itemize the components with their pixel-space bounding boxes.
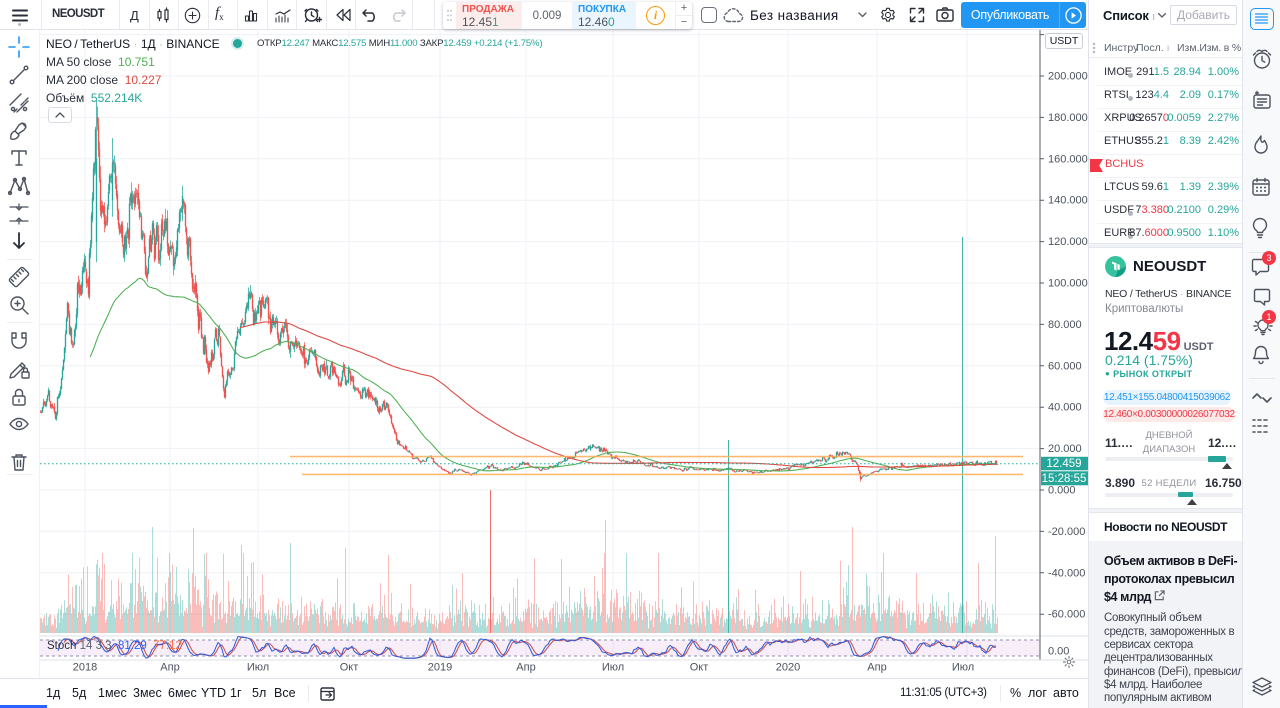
svg-text:100.000: 100.000 <box>1048 278 1088 290</box>
svg-text:-60.000: -60.000 <box>1048 609 1085 621</box>
svg-text:2020: 2020 <box>776 662 800 674</box>
svg-text:20.000: 20.000 <box>1048 443 1082 455</box>
svg-text:Июл: Июл <box>247 662 269 674</box>
svg-text:2018: 2018 <box>73 662 97 674</box>
svg-text:15:28:55: 15:28:55 <box>1042 473 1087 485</box>
svg-text:Окт: Окт <box>340 662 359 674</box>
svg-text:-40.000: -40.000 <box>1048 567 1085 579</box>
svg-text:Июл: Июл <box>602 662 624 674</box>
svg-text:60.000: 60.000 <box>1048 360 1082 372</box>
svg-text:160.000: 160.000 <box>1048 153 1088 165</box>
svg-text:200.000: 200.000 <box>1048 71 1088 83</box>
svg-text:0.00: 0.00 <box>1048 646 1069 658</box>
svg-text:140.000: 140.000 <box>1048 195 1088 207</box>
svg-text:Апр: Апр <box>516 662 535 674</box>
svg-text:-20.000: -20.000 <box>1048 526 1085 538</box>
svg-text:80.000: 80.000 <box>1048 319 1082 331</box>
svg-text:Июл: Июл <box>952 662 974 674</box>
svg-text:Окт: Окт <box>690 662 709 674</box>
svg-text:40.000: 40.000 <box>1048 402 1082 414</box>
svg-text:Апр: Апр <box>160 662 179 674</box>
svg-text:0.000: 0.000 <box>1048 485 1076 497</box>
svg-text:180.000: 180.000 <box>1048 112 1088 124</box>
svg-text:Апр: Апр <box>867 662 886 674</box>
svg-text:120.000: 120.000 <box>1048 236 1088 248</box>
svg-text:2019: 2019 <box>428 662 452 674</box>
svg-text:12.459: 12.459 <box>1046 458 1081 470</box>
